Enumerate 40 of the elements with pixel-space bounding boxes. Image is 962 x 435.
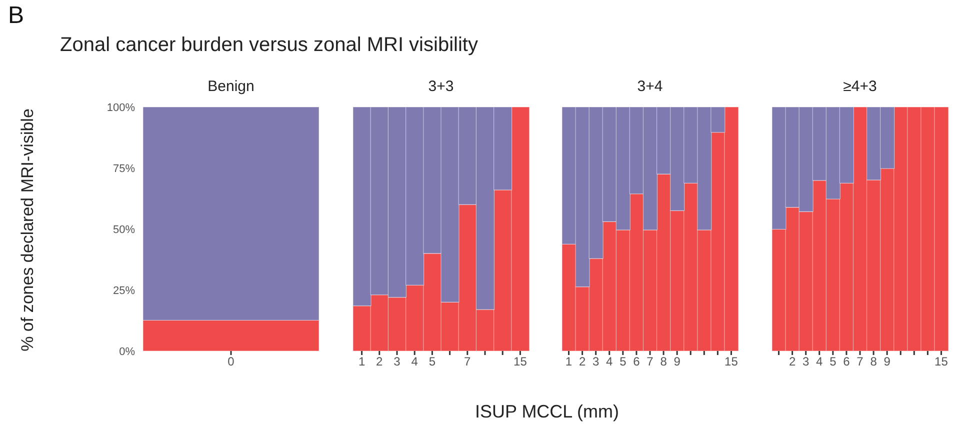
y-tick-label: 50%: [112, 224, 136, 236]
x-tick-label: 5: [428, 354, 436, 369]
x-tick-label: 15: [514, 354, 528, 369]
x-tick-label: 2: [578, 354, 586, 369]
x-tick-label: 7: [464, 354, 472, 369]
x-tick-label: 8: [660, 354, 668, 369]
x-tick-label: 1: [565, 354, 572, 369]
x-tick-label: 7: [646, 354, 654, 369]
text: B: [8, 2, 24, 30]
x-tick-label: 2: [376, 354, 384, 369]
x-tick-label: 3: [394, 354, 401, 369]
chart-title: 3+4: [636, 78, 664, 95]
text: ISUP MCCL (mm): [475, 402, 619, 422]
x-tick-label: 6: [633, 354, 640, 369]
x-tick-label: 3: [802, 354, 810, 369]
x-tick-label: 0: [228, 354, 235, 369]
text: Zonal cancer burden versus zonal MRI visibility: [60, 34, 478, 57]
y-axis-title: % of zones declared MRI-visible: [18, 108, 38, 352]
x-tick-label: 2: [788, 354, 796, 369]
x-tick-label: 4: [411, 354, 418, 369]
chart-title: 3+3: [427, 78, 455, 95]
x-tick-label: 7: [856, 354, 864, 369]
x-tick-label: 5: [620, 354, 627, 369]
x-tick-label: 1: [358, 354, 366, 369]
x-tick-label: 5: [830, 354, 837, 369]
y-tick-label: 75%: [112, 162, 136, 175]
x-tick-label: 4: [606, 354, 614, 369]
x-tick-label: 15: [724, 354, 738, 369]
chart-title: Benign: [206, 78, 256, 95]
y-tick-label: 0%: [119, 346, 136, 358]
y-tick-label: 25%: [112, 284, 136, 297]
x-tick-label: 4: [816, 354, 824, 369]
x-tick-label: 6: [843, 354, 850, 369]
x-tick-label: 3: [592, 354, 600, 369]
x-tick-label: 9: [674, 354, 681, 369]
y-tick-label: 100%: [106, 102, 136, 114]
x-tick-label: 8: [870, 354, 878, 369]
x-tick-label: 9: [884, 354, 891, 369]
x-tick-label: 15: [934, 354, 948, 369]
chart-title: ≥4+3: [842, 78, 878, 95]
